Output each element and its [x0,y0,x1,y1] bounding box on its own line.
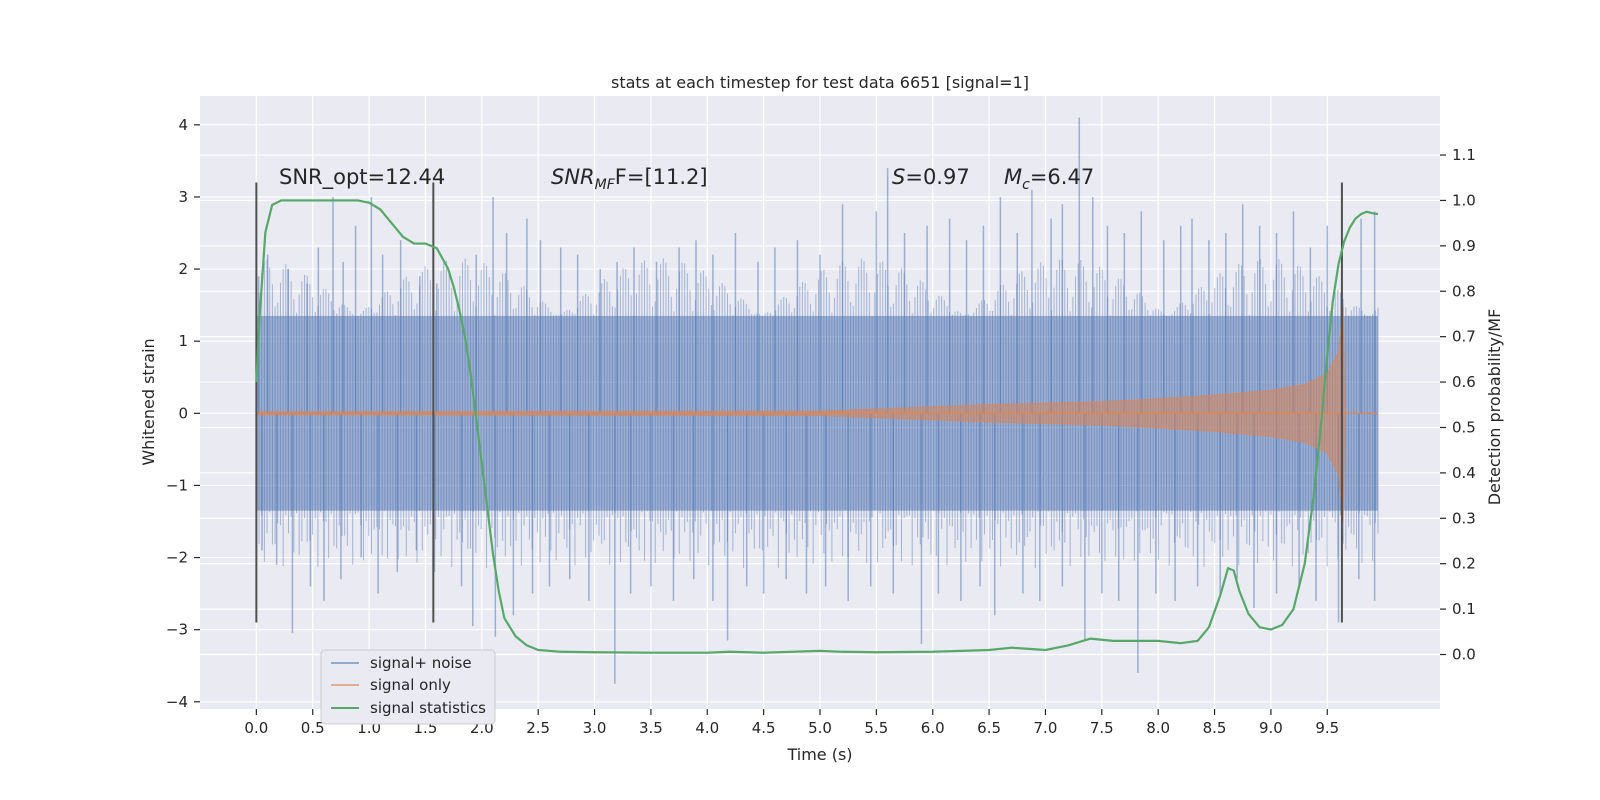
annotation-mc-main: M [1004,165,1022,189]
x-tick-label: 2.5 [526,719,550,737]
y2-tick-label: 0.2 [1452,555,1476,573]
x-tick-label: 9.5 [1315,719,1339,737]
y-tick-label: 1 [178,332,188,350]
legend-label-stats: signal statistics [370,699,486,717]
legend-box [320,649,496,725]
x-tick-label: 8.5 [1203,719,1227,737]
y2-tick-label: 1.1 [1452,146,1476,164]
x-tick-label: 4.5 [752,719,776,737]
annotation-mc: Mc=6.47 [1004,165,1094,193]
annotations: SNR_opt=12.44 SNRMFF=[11.2] S=0.97 Mc=6.… [279,165,1094,193]
x-tick-label: 4.0 [695,719,719,737]
y2-tick-label: 0.1 [1452,600,1476,618]
x-tick-label: 0.5 [301,719,325,737]
y2-tick-label: 0.5 [1452,418,1476,436]
annotation-snr-opt: SNR_opt=12.44 [279,165,445,190]
y2-tick-label: 0.8 [1452,282,1476,300]
y-tick-label: −2 [166,549,188,567]
y-axis-label: Whitened strain [139,338,158,465]
annotation-s-main: S [892,165,905,189]
annotation-mc-rest: =6.47 [1030,165,1094,189]
annotation-s-rest: =0.97 [905,165,969,189]
annotation-snr-mf-rest: F=[11.2] [615,165,708,189]
x-tick-label: 6.0 [921,719,945,737]
x-tick-label: 6.5 [977,719,1001,737]
x-tick-label: 5.5 [864,719,888,737]
x-tick-label: 3.0 [583,719,607,737]
y2-tick-label: 0.3 [1452,509,1476,527]
y-tick-label: 0 [178,404,188,422]
y-tick-label: −1 [166,476,188,494]
legend-label-noise: signal+ noise [370,654,472,672]
annotation-s: S=0.97 [892,165,970,189]
y2-tick-label: 0.9 [1452,237,1476,255]
x-tick-label: 8.0 [1146,719,1170,737]
chart-title: stats at each timestep for test data 665… [611,73,1029,92]
x-tick-label: 7.0 [1034,719,1058,737]
x-tick-label: 0.0 [244,719,268,737]
x-axis-label: Time (s) [786,745,852,764]
annotation-snr-mf-main: SNR [551,165,595,189]
y2-tick-label: 0.4 [1452,464,1476,482]
legend-label-signal: signal only [370,676,451,694]
annotation-snr-mf-sub: MF [595,177,616,193]
x-tick-label: 5.0 [808,719,832,737]
y-tick-label: 3 [178,188,188,206]
signal-statistics-line [255,199,1379,654]
legend: signal+ noise signal only signal statist… [320,649,496,725]
y2-tick-label: 0.7 [1452,328,1476,346]
y2-tick-label: 0.0 [1452,646,1476,664]
plot-area [255,117,1379,684]
x-tick-label: 3.5 [639,719,663,737]
annotation-mc-sub: c [1022,177,1030,193]
x-tick-label: 7.5 [1090,719,1114,737]
y-tick-label: −4 [166,693,188,711]
y-tick-label: −3 [166,621,188,639]
y-tick-label: 4 [178,116,188,134]
y2-tick-label: 1.0 [1452,191,1476,209]
x-tick-label: 9.0 [1259,719,1283,737]
y-tick-label: 2 [178,260,188,278]
y2-tick-label: 0.6 [1452,373,1476,391]
axes: 0.0 0.5 1.0 1.5 2.0 2.5 3.0 3.5 4.0 4.5 5.0 5.5 6.0 6… [166,116,1476,737]
y2-axis-label: Detection probability/MF [1485,309,1504,506]
annotation-snr-mf: SNRMFF=[11.2] [551,165,708,193]
